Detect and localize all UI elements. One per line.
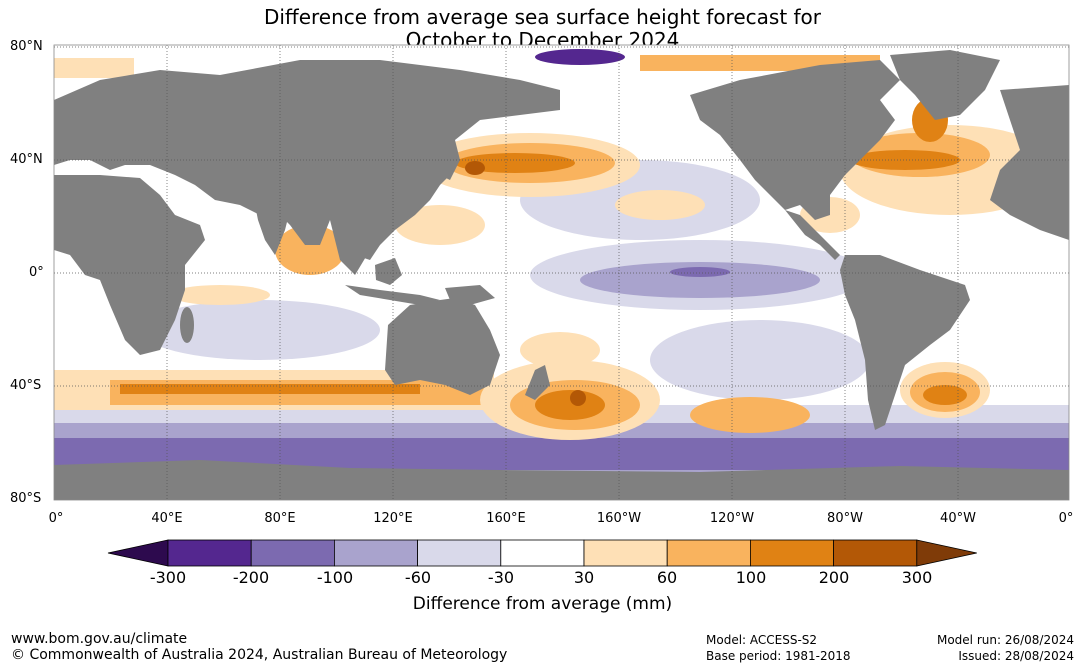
india bbox=[255, 205, 290, 255]
lon-label-120e: 120°E bbox=[373, 511, 413, 526]
arctic-negative-patch bbox=[535, 49, 625, 65]
south-atlantic-strong-positive bbox=[923, 385, 967, 405]
southeast-asia bbox=[330, 220, 370, 275]
lon-label-0-right: 0° bbox=[1058, 511, 1074, 526]
lat-label-80s: 80°S bbox=[10, 491, 42, 506]
borneo bbox=[375, 258, 402, 285]
tasman-strong-positive bbox=[535, 390, 605, 420]
colorbar-segment bbox=[666, 539, 751, 567]
footer-url[interactable]: www.bom.gov.au/climate bbox=[11, 631, 188, 647]
north-atlantic-positive-band bbox=[54, 58, 134, 78]
footer-issued: Issued: 28/08/2024 bbox=[958, 649, 1074, 663]
tasman-max-positive bbox=[570, 390, 586, 406]
lat-label-40n: 40°N bbox=[10, 152, 43, 167]
lat-label-equator: 0° bbox=[29, 265, 44, 280]
colorbar-segment bbox=[833, 539, 918, 567]
colorbar-segment bbox=[167, 539, 252, 567]
lon-label-40e: 40°E bbox=[151, 511, 183, 526]
colorbar-label: -30 bbox=[487, 568, 515, 587]
colorbar-arrow-low bbox=[107, 539, 169, 567]
new-zealand bbox=[525, 365, 550, 400]
lon-label-0-left: 0° bbox=[48, 511, 64, 526]
australia bbox=[385, 298, 500, 395]
footer-base-period: Base period: 1981-2018 bbox=[706, 649, 851, 663]
colorbar-label: -300 bbox=[149, 568, 187, 587]
colorbar-segment bbox=[417, 539, 502, 567]
south-indian-strong-band bbox=[120, 384, 420, 394]
equatorial-pacific-negative bbox=[580, 262, 820, 298]
map-frame bbox=[53, 44, 1070, 501]
anomaly-patches bbox=[54, 49, 1069, 475]
western-pacific-light-positive bbox=[395, 205, 485, 245]
north-pacific-light-positive bbox=[615, 190, 705, 220]
madagascar bbox=[180, 307, 194, 343]
south-pacific-positive bbox=[690, 397, 810, 433]
equatorial-indian-positive bbox=[170, 285, 270, 305]
southeast-pacific-light-negative bbox=[650, 320, 870, 400]
central-south-pacific-light-positive bbox=[520, 332, 600, 368]
colorbar-segment bbox=[750, 539, 835, 567]
colorbar-segment bbox=[583, 539, 668, 567]
arabian-sea-positive bbox=[275, 225, 345, 275]
colorbar-label: -200 bbox=[232, 568, 270, 587]
indonesia-islands bbox=[345, 285, 440, 305]
gridlines bbox=[54, 45, 1069, 500]
lon-label-80w: 80°W bbox=[827, 511, 863, 526]
lat-label-80n: 80°N bbox=[10, 39, 43, 54]
footer-model-run: Model run: 26/08/2024 bbox=[936, 633, 1074, 647]
lon-label-160e: 160°E bbox=[486, 511, 526, 526]
europe-east-edge bbox=[990, 85, 1069, 240]
north-america bbox=[690, 60, 900, 220]
colorbar-segment bbox=[500, 539, 585, 567]
colorbar bbox=[107, 539, 977, 567]
colorbar-label: 30 bbox=[573, 568, 595, 587]
greenland bbox=[890, 50, 1000, 120]
footer-copyright: © Commonwealth of Australia 2024, Austra… bbox=[11, 647, 508, 663]
indian-ocean-light-negative bbox=[140, 300, 380, 360]
colorbar-arrow-high bbox=[916, 539, 977, 567]
colorbar-segment bbox=[250, 539, 335, 567]
colorbar-label: 100 bbox=[735, 568, 767, 587]
south-america bbox=[840, 255, 970, 430]
colorbar-label: 200 bbox=[818, 568, 850, 587]
lon-label-120w: 120°W bbox=[709, 511, 755, 526]
lat-label-40s: 40°S bbox=[10, 378, 42, 393]
colorbar-label: -60 bbox=[404, 568, 432, 587]
colorbar-title: Difference from average (mm) bbox=[412, 594, 673, 614]
colorbar-label: 60 bbox=[656, 568, 678, 587]
colorbar-label: 300 bbox=[901, 568, 933, 587]
equatorial-pacific-strong-negative bbox=[670, 267, 730, 277]
footer-model: Model: ACCESS-S2 bbox=[706, 633, 818, 647]
map-title-line-1: Difference from average sea surface heig… bbox=[263, 5, 822, 29]
lon-label-40w: 40°W bbox=[940, 511, 976, 526]
colorbar-label: -100 bbox=[316, 568, 354, 587]
gulf-stream-strong-positive bbox=[850, 150, 960, 170]
antarctica bbox=[54, 460, 1069, 500]
kuroshio-max-positive bbox=[465, 161, 485, 175]
central-america bbox=[785, 210, 840, 260]
lon-label-160w: 160°W bbox=[596, 511, 642, 526]
lon-label-80e: 80°E bbox=[264, 511, 296, 526]
colorbar-segment bbox=[333, 539, 418, 567]
